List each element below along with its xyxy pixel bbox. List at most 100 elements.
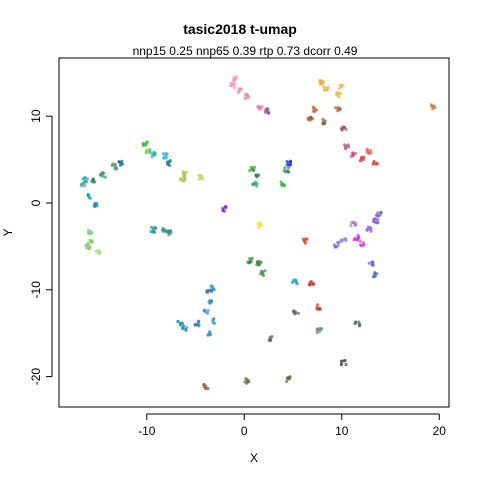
data-point-73: [211, 317, 217, 325]
data-point-79: [291, 309, 300, 316]
data-point-3: [243, 92, 251, 100]
data-point-84: [243, 377, 251, 385]
data-point-52: [166, 229, 173, 237]
data-point-58: [315, 303, 322, 311]
data-point-40: [279, 180, 286, 188]
data-point-69: [205, 288, 214, 295]
data-point-13: [334, 106, 342, 113]
data-point-81: [353, 320, 362, 328]
data-point-68: [371, 271, 379, 279]
x-tick-label-2: 10: [335, 424, 349, 438]
data-point-74: [206, 330, 213, 337]
y-axis-label: Y: [1, 228, 15, 236]
data-point-83: [285, 375, 292, 383]
x-axis-label: X: [250, 451, 258, 465]
data-point-72: [202, 308, 210, 315]
points-layer: [79, 75, 437, 391]
data-point-16: [349, 151, 358, 158]
data-point-50: [149, 225, 158, 234]
data-point-44: [256, 221, 263, 230]
data-point-57: [307, 279, 315, 287]
x-tick-label-1: 0: [241, 424, 248, 438]
data-point-32: [161, 152, 169, 160]
chart-title: tasic2018 t-umap: [183, 21, 297, 37]
x-axis: -10 0 10 20: [138, 413, 447, 438]
y-tick-label-0: -20: [29, 368, 43, 386]
data-point-4: [256, 104, 264, 111]
data-point-0: [231, 75, 238, 83]
data-point-66: [349, 220, 358, 228]
data-point-56: [291, 278, 299, 286]
data-point-25: [117, 159, 124, 167]
data-point-65: [374, 210, 383, 218]
data-point-76: [176, 319, 184, 327]
data-point-15: [343, 143, 351, 151]
data-point-12: [321, 117, 327, 126]
chart-subtitle: nnp15 0.25 nnp65 0.39 rtp 0.73 dcorr 0.4…: [133, 44, 358, 58]
data-point-6: [318, 79, 325, 86]
data-point-45: [301, 237, 309, 245]
data-point-61: [352, 233, 361, 242]
y-tick-label-2: 0: [29, 199, 43, 206]
data-point-1: [229, 81, 237, 90]
data-point-23: [98, 171, 107, 179]
data-point-9: [337, 83, 345, 91]
data-point-29: [141, 140, 149, 147]
data-point-43: [221, 205, 228, 213]
data-point-59: [332, 240, 341, 249]
data-point-24: [110, 162, 118, 171]
y-axis: -20 -10 0 10: [29, 109, 53, 386]
data-point-82: [339, 358, 348, 367]
data-point-14: [339, 125, 348, 132]
data-point-36: [165, 159, 172, 168]
data-point-26: [86, 192, 92, 200]
data-point-18: [365, 147, 373, 155]
data-point-64: [372, 217, 380, 225]
data-point-19: [371, 159, 379, 166]
data-point-53: [246, 256, 254, 265]
data-point-63: [365, 225, 373, 233]
data-point-46: [86, 228, 94, 236]
data-point-54: [255, 259, 263, 267]
data-point-7: [322, 85, 330, 92]
data-point-78: [267, 335, 274, 343]
data-point-55: [259, 269, 267, 278]
data-point-75: [193, 319, 201, 328]
data-point-5: [263, 107, 271, 115]
data-point-85: [202, 383, 210, 391]
data-point-20: [429, 103, 437, 111]
data-point-77: [181, 324, 189, 332]
data-point-49: [86, 238, 94, 245]
y-tick-label-3: 10: [29, 109, 43, 123]
data-point-8: [335, 91, 343, 99]
data-point-62: [358, 239, 366, 248]
y-tick-label-1: -10: [29, 281, 43, 299]
data-point-70: [209, 284, 216, 292]
data-point-27: [92, 201, 99, 209]
x-tick-label-3: 20: [433, 424, 447, 438]
data-point-22: [90, 177, 97, 184]
data-point-38: [254, 173, 261, 179]
data-point-37: [248, 165, 257, 173]
x-tick-label-0: -10: [138, 424, 156, 438]
data-point-60: [339, 237, 348, 243]
data-point-41: [282, 165, 291, 174]
data-point-35: [197, 173, 205, 181]
data-point-39: [251, 180, 259, 188]
data-point-17: [358, 155, 366, 163]
data-point-80: [315, 326, 324, 335]
data-point-34: [178, 175, 187, 183]
plot-frame: [58, 57, 450, 408]
data-point-47: [84, 243, 92, 251]
data-point-67: [367, 260, 375, 267]
data-point-10: [311, 105, 319, 113]
data-point-71: [207, 299, 214, 305]
data-point-11: [306, 115, 315, 122]
data-point-30: [144, 147, 152, 154]
data-point-42: [285, 159, 293, 167]
data-point-28: [79, 181, 87, 188]
data-point-48: [94, 249, 102, 256]
data-point-2: [237, 87, 243, 95]
data-point-31: [150, 150, 157, 159]
